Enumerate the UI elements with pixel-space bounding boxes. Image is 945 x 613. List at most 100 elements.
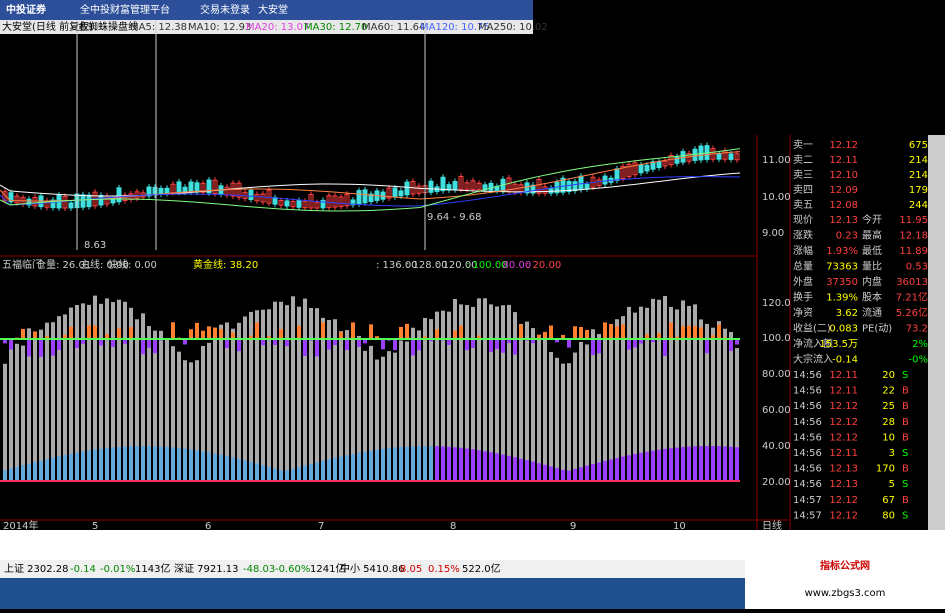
candle bbox=[69, 203, 73, 208]
label: 120.0 bbox=[762, 298, 791, 309]
watermark-box bbox=[745, 546, 945, 609]
bar bbox=[501, 339, 505, 353]
bar bbox=[699, 328, 703, 339]
bar bbox=[93, 450, 97, 481]
bar bbox=[255, 323, 259, 339]
bar bbox=[201, 331, 205, 339]
bar bbox=[111, 447, 115, 481]
label: 12.13 bbox=[829, 464, 858, 475]
label: -0% bbox=[909, 355, 928, 366]
bar bbox=[303, 339, 307, 356]
bar bbox=[309, 464, 313, 481]
bar bbox=[609, 324, 613, 339]
bar bbox=[471, 339, 475, 348]
bar bbox=[351, 322, 355, 339]
label: 日线 bbox=[762, 519, 782, 532]
label: 最高 bbox=[862, 229, 882, 242]
label: 5 bbox=[889, 479, 895, 490]
label: 14:57 bbox=[793, 510, 822, 521]
bar bbox=[273, 302, 277, 481]
bar bbox=[369, 451, 373, 481]
label: 12.12 bbox=[829, 510, 858, 521]
bar bbox=[717, 324, 721, 339]
label: 上证 2302.28 bbox=[4, 563, 69, 575]
bar bbox=[51, 458, 55, 481]
bar bbox=[351, 454, 355, 481]
candle bbox=[249, 190, 253, 199]
bar bbox=[207, 452, 211, 481]
label: 244 bbox=[909, 200, 928, 211]
label: 11.89 bbox=[899, 246, 928, 257]
bar bbox=[507, 456, 511, 481]
bar bbox=[195, 323, 199, 339]
label: 12.11 bbox=[829, 386, 858, 397]
label: 内盘 bbox=[862, 275, 882, 288]
bar bbox=[285, 305, 289, 481]
candle bbox=[639, 165, 643, 173]
scrollbar[interactable] bbox=[928, 135, 945, 535]
bar bbox=[495, 453, 499, 481]
bar bbox=[105, 448, 109, 481]
bar bbox=[417, 339, 421, 350]
label: 12.12 bbox=[829, 401, 858, 412]
label: 73.2 bbox=[906, 324, 928, 335]
bar bbox=[219, 329, 223, 339]
bar bbox=[693, 446, 697, 481]
bar bbox=[81, 451, 85, 481]
label: -0.60% bbox=[275, 564, 310, 575]
label: 11.00 bbox=[762, 155, 791, 166]
bar bbox=[297, 467, 301, 481]
bar bbox=[711, 446, 715, 481]
bar bbox=[57, 339, 61, 350]
bar bbox=[117, 447, 121, 481]
bar bbox=[327, 339, 331, 350]
bar bbox=[669, 448, 673, 481]
bar bbox=[621, 316, 625, 481]
bar bbox=[543, 332, 547, 339]
bar bbox=[501, 455, 505, 481]
bar bbox=[537, 337, 541, 481]
label: 0.15% bbox=[428, 564, 460, 575]
bar bbox=[543, 465, 547, 481]
bar bbox=[189, 329, 193, 339]
label: 10 bbox=[673, 521, 686, 532]
bar bbox=[735, 447, 739, 481]
candle bbox=[177, 182, 181, 192]
label: -0.14 bbox=[70, 564, 96, 575]
bar bbox=[9, 469, 13, 481]
label: 28 bbox=[882, 417, 895, 428]
label: 流通 bbox=[862, 306, 882, 319]
bar bbox=[165, 447, 169, 481]
bar bbox=[657, 450, 661, 481]
candle bbox=[117, 188, 121, 202]
label: 5 bbox=[92, 521, 98, 532]
bar bbox=[261, 310, 265, 481]
bar bbox=[315, 339, 319, 356]
label: 9 bbox=[570, 521, 576, 532]
bar bbox=[465, 449, 469, 481]
bar bbox=[579, 342, 583, 481]
bar bbox=[573, 326, 577, 339]
bar bbox=[291, 296, 295, 481]
bar bbox=[225, 339, 229, 348]
bar bbox=[411, 339, 415, 355]
label: 6 bbox=[205, 521, 211, 532]
label: 现价 bbox=[793, 214, 813, 226]
label: 25 bbox=[882, 401, 895, 412]
label: B bbox=[902, 386, 909, 397]
label: 金蜘蛛操盘线 bbox=[78, 20, 138, 33]
bar bbox=[591, 339, 595, 355]
bar bbox=[627, 455, 631, 481]
label: B bbox=[902, 464, 909, 475]
bar bbox=[141, 446, 145, 481]
bar bbox=[339, 332, 343, 339]
bar bbox=[453, 331, 457, 339]
candle bbox=[615, 169, 619, 181]
label: 12.13 bbox=[829, 215, 858, 226]
candle bbox=[273, 198, 277, 205]
bar bbox=[51, 339, 55, 356]
bar bbox=[261, 465, 265, 481]
label: 大宗流入 bbox=[793, 353, 833, 366]
label: 14:56 bbox=[793, 386, 822, 397]
